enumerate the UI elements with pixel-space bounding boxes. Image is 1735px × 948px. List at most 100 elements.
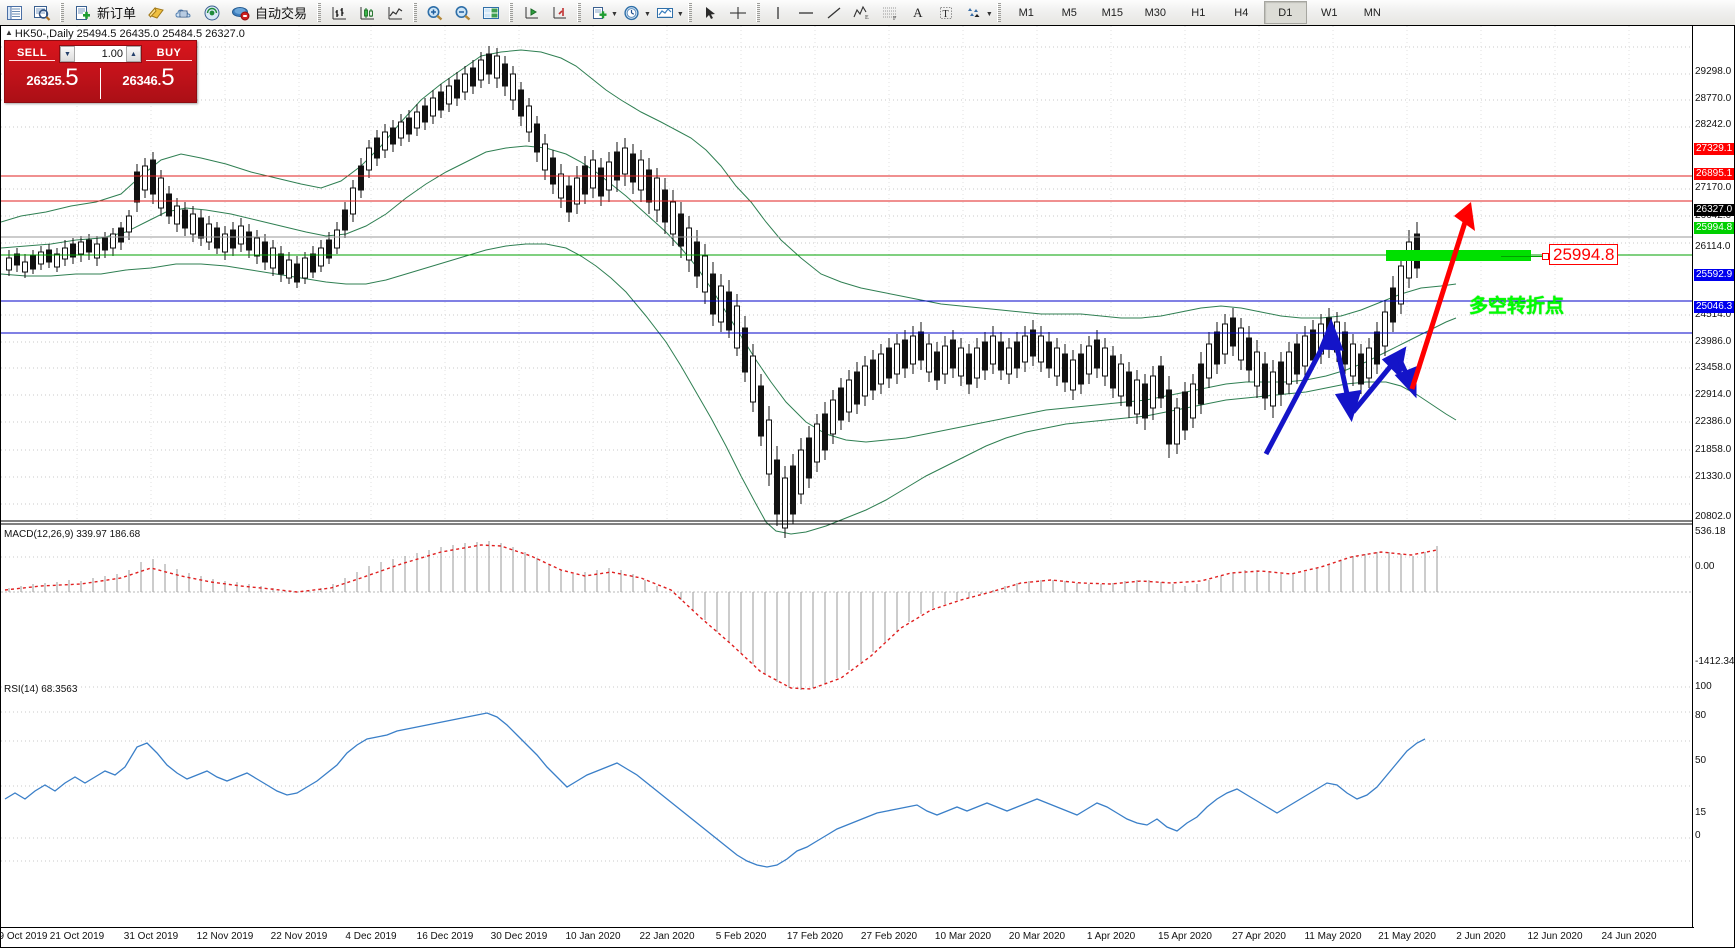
one-click-trading-header: SELL ▼ 1.00 ▲ BUY	[5, 41, 196, 65]
toolbar-separator	[413, 3, 418, 22]
turning-point-annotation[interactable]: 多空转折点	[1469, 295, 1565, 317]
volume-stepper[interactable]: ▼ 1.00 ▲	[59, 45, 142, 63]
chart-symbol-header: ▲ HK50-,Daily 25494.5 26435.0 25484.5 263…	[5, 28, 245, 40]
time-axis-label: 4 Dec 2019	[345, 931, 397, 942]
rsi-line	[4, 712, 1426, 868]
svg-text:T: T	[942, 9, 948, 20]
time-axis-label: 17 Feb 2020	[786, 931, 844, 942]
timeframe-d1[interactable]: D1	[1263, 1, 1307, 24]
chevron-down-icon[interactable]: ▼	[676, 11, 684, 18]
one-click-trading-prices: 26325. 5 26346. 5	[5, 65, 196, 102]
trendline-icon[interactable]	[821, 1, 847, 24]
toolbar-separator	[509, 3, 514, 22]
chevron-down-icon[interactable]: ▼	[643, 11, 651, 18]
sell-price[interactable]: 26325. 5	[5, 65, 100, 102]
bullish-projection-arrow	[1409, 202, 1475, 390]
macd-tick-label: 0.00	[1695, 561, 1715, 572]
time-axis-label: 5 Feb 2020	[715, 931, 767, 942]
data-window-icon[interactable]	[29, 1, 55, 24]
zoom-in-icon[interactable]	[422, 1, 448, 24]
cursor-icon[interactable]	[697, 1, 723, 24]
expert-advisor-icon[interactable]	[227, 1, 253, 24]
toolbar-separator	[996, 3, 1001, 22]
price-pane-graphics	[1, 26, 1694, 538]
level-label-support-2[interactable]: 25046.3	[1694, 301, 1735, 313]
templates-icon[interactable]	[652, 1, 678, 24]
price-tick-label: 23986.0	[1695, 336, 1732, 347]
objects-list-icon[interactable]	[961, 1, 987, 24]
terminal-icon[interactable]	[171, 1, 197, 24]
time-axis-label: 22 Jan 2020	[639, 931, 695, 942]
time-axis-label: 2 Jun 2020	[1456, 931, 1506, 942]
level-label-last-price[interactable]: 26327.0	[1694, 204, 1735, 216]
rsi-indicator-title[interactable]: RSI(14) 68.3563	[4, 684, 78, 695]
one-click-trading-panel[interactable]: SELL ▼ 1.00 ▲ BUY 26325. 5 26346. 5	[4, 40, 197, 103]
timeframe-m1[interactable]: M1	[1018, 6, 1034, 19]
market-watch-icon[interactable]	[1, 1, 27, 24]
indicators-icon[interactable]	[586, 1, 612, 24]
price-tick-label: 29298.0	[1695, 66, 1732, 77]
text-icon-glyph: A	[913, 4, 923, 20]
candlestick-chart-icon[interactable]	[354, 1, 380, 24]
line-chart-icon[interactable]	[382, 1, 408, 24]
time-axis-label: 27 Feb 2020	[860, 931, 918, 942]
level-label-pivot[interactable]: 25994.8	[1694, 222, 1735, 234]
volume-input[interactable]: 1.00	[101, 48, 123, 60]
timeframe-m30[interactable]: M30	[1144, 6, 1166, 19]
timeframe-h1[interactable]: H1	[1191, 6, 1206, 19]
toolbar-separator	[577, 3, 582, 22]
rsi-tick-label: 0	[1695, 830, 1701, 841]
sell-button[interactable]: SELL	[9, 47, 55, 61]
text-icon[interactable]: A	[905, 1, 931, 24]
elliott-wave-icon[interactable]: E	[849, 1, 875, 24]
level-label-resistance-1[interactable]: 27329.1	[1694, 143, 1735, 155]
vertical-line-icon[interactable]	[765, 1, 791, 24]
chevron-down-icon[interactable]: ▼	[611, 11, 618, 18]
tile-windows-icon[interactable]	[478, 1, 504, 24]
buy-button[interactable]: BUY	[146, 47, 192, 61]
zoom-out-icon[interactable]	[450, 1, 476, 24]
volume-decrease-button[interactable]: ▼	[60, 46, 75, 62]
collapse-icon[interactable]: ▲	[5, 28, 13, 37]
timeframe-w1[interactable]: W1	[1321, 6, 1338, 19]
toolbar-separator	[317, 3, 322, 22]
volume-increase-button[interactable]: ▲	[126, 46, 141, 62]
time-axis-label: 16 Dec 2019	[416, 931, 474, 942]
periods-icon[interactable]	[619, 1, 645, 24]
price-tag-label[interactable]: 25994.8	[1549, 244, 1619, 265]
price-tick-label: 26114.0	[1695, 241, 1731, 252]
timeframe-m15[interactable]: M15	[1101, 6, 1123, 19]
horizontal-line-icon[interactable]	[793, 1, 819, 24]
toolbar-separator	[755, 3, 760, 22]
timeframe-m5[interactable]: M5	[1061, 6, 1077, 19]
rsi-tick-label: 50	[1695, 755, 1707, 766]
new-order-icon[interactable]	[69, 1, 95, 24]
bar-chart-icon[interactable]	[326, 1, 352, 24]
timeframe-mn[interactable]: MN	[1363, 6, 1381, 19]
symbol-ohlc-text: HK50-,Daily 25494.5 26435.0 25484.5 2632…	[14, 28, 245, 40]
time-axis-label: 10 Jan 2020	[565, 931, 621, 942]
rsi-tick-label: 100	[1695, 681, 1712, 692]
chart-shift-icon[interactable]	[518, 1, 544, 24]
price-scale[interactable]: 29298.0 28770.0 28242.0 27698.0 27170.0 …	[1692, 26, 1734, 947]
new-order-label[interactable]: 新订单	[97, 6, 137, 21]
auto-scroll-icon[interactable]	[546, 1, 572, 24]
time-axis-label: 27 Apr 2020	[1232, 931, 1286, 942]
main-toolbar: 新订单 自动交易	[0, 0, 1735, 26]
auto-trading-label[interactable]: 自动交易	[255, 6, 308, 21]
time-axis[interactable]: 9 Oct 2019 21 Oct 2019 31 Oct 2019 12 No…	[0, 927, 1694, 947]
time-axis-label: 9 Oct 2019	[0, 931, 48, 942]
time-axis-label: 30 Dec 2019	[490, 931, 548, 942]
level-label-support-1[interactable]: 25592.9	[1694, 269, 1735, 281]
timeframe-h4[interactable]: H4	[1234, 6, 1249, 19]
fibonacci-icon[interactable]: F	[877, 1, 903, 24]
text-label-icon[interactable]: T	[933, 1, 959, 24]
metaeditor-icon[interactable]	[143, 1, 169, 24]
chevron-down-icon[interactable]: ▼	[985, 11, 993, 18]
crosshair-icon[interactable]	[725, 1, 751, 24]
macd-indicator-title[interactable]: MACD(12,26,9) 339.97 186.68	[4, 529, 141, 540]
buy-price[interactable]: 26346. 5	[101, 65, 196, 102]
chart-window[interactable]: ▲ HK50-,Daily 25494.5 26435.0 25484.5 263…	[0, 25, 1735, 948]
level-label-resistance-2[interactable]: 26895.1	[1694, 168, 1735, 180]
signals-icon[interactable]	[199, 1, 225, 24]
